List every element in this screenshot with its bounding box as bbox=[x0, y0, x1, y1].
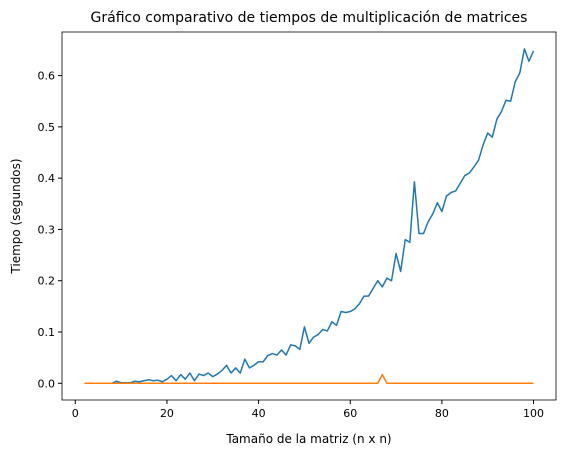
x-tick-label: 100 bbox=[523, 407, 544, 420]
x-tick-label: 60 bbox=[343, 407, 357, 420]
y-tick-label: 0.2 bbox=[38, 275, 56, 288]
line-series bbox=[84, 373, 534, 385]
chart-title: Gráfico comparativo de tiempos de multip… bbox=[91, 10, 528, 26]
x-tick-label: 0 bbox=[72, 407, 79, 420]
y-axis-label: Tiempo (segundos) bbox=[9, 158, 23, 274]
y-tick-label: 0.6 bbox=[38, 70, 56, 83]
y-tick-label: 0.4 bbox=[38, 172, 56, 185]
x-axis-label: Tamaño de la matriz (n x n) bbox=[225, 432, 391, 446]
plot-frame bbox=[61, 31, 557, 401]
y-tick-label: 0.3 bbox=[38, 223, 56, 236]
y-tick-label: 0.1 bbox=[38, 326, 56, 339]
x-tick-label: 20 bbox=[160, 407, 174, 420]
y-tick-label: 0.5 bbox=[38, 121, 56, 134]
x-tick-label: 40 bbox=[252, 407, 266, 420]
x-tick-label: 80 bbox=[435, 407, 449, 420]
line-series bbox=[84, 48, 535, 385]
y-tick-label: 0.0 bbox=[38, 377, 56, 390]
